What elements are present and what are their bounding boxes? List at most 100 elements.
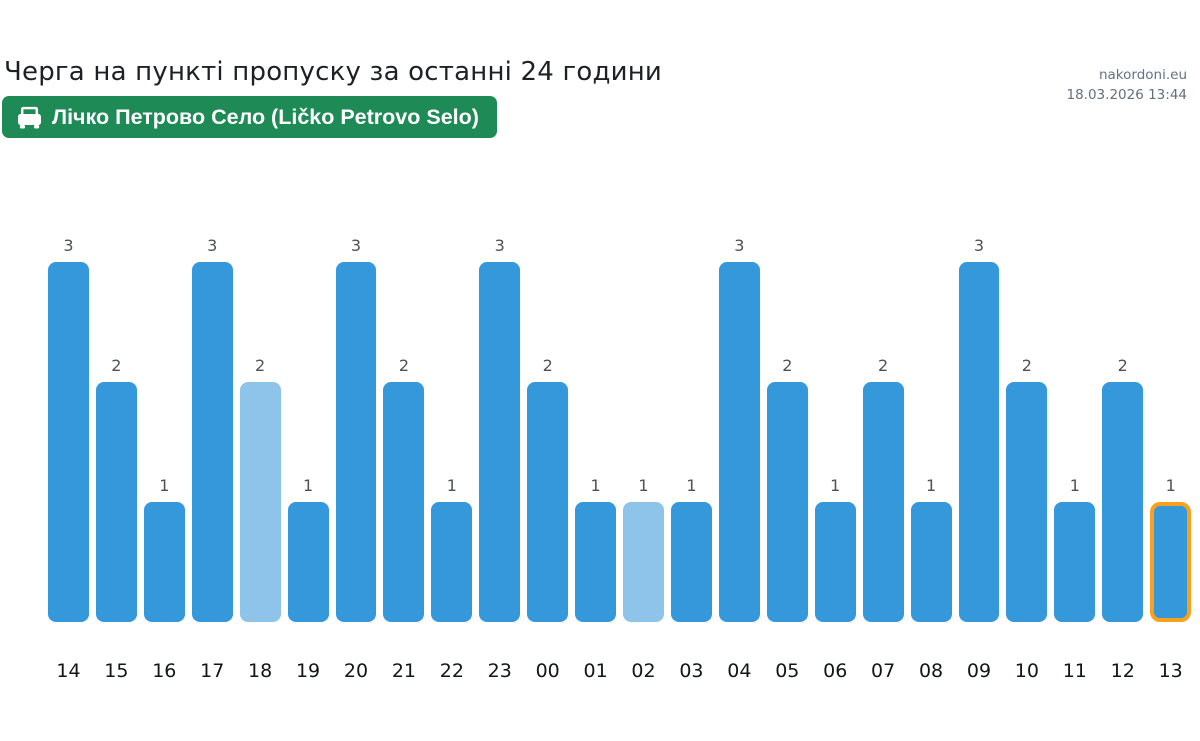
bar-column-17: 3 — [191, 236, 233, 622]
bar-column-16: 1 — [143, 476, 185, 622]
hour-label-02: 02 — [631, 660, 656, 682]
checkpoint-badge[interactable]: Лічко Петрово Село (Ličko Petrovo Selo) — [2, 96, 497, 138]
bar-17 — [191, 262, 233, 622]
bar-value-label: 2 — [111, 356, 122, 375]
bar-value-label: 3 — [207, 236, 218, 255]
bar-value-label: 3 — [350, 236, 362, 255]
bar-value-label: 2 — [255, 356, 266, 375]
bar-01 — [575, 502, 617, 622]
bar-value-label: 1 — [159, 476, 170, 495]
bar-column-08: 1 — [910, 476, 952, 622]
bar-03 — [670, 502, 712, 622]
bar-19 — [287, 502, 329, 622]
hour-label-10: 10 — [1014, 660, 1039, 682]
bar-18 — [239, 382, 281, 622]
bar-column-03: 1 — [670, 476, 712, 622]
bar-22 — [431, 502, 473, 622]
hour-label-16: 16 — [152, 660, 177, 682]
timestamp: 18.03.2026 13:44 — [1066, 86, 1188, 103]
hour-label-22: 22 — [439, 660, 464, 682]
bar-value-label: 1 — [1165, 476, 1176, 495]
bar-column-18: 2 — [239, 356, 281, 622]
hour-label-13: 13 — [1158, 660, 1183, 682]
hour-label-12: 12 — [1110, 660, 1135, 682]
bar-value-label: 2 — [398, 356, 409, 375]
bar-column-21: 2 — [383, 356, 425, 622]
bar-06 — [814, 502, 856, 622]
bar-09 — [958, 262, 1000, 622]
hour-label-17: 17 — [200, 660, 225, 682]
hour-label-06: 06 — [823, 660, 848, 682]
bar-value-label: 3 — [734, 236, 745, 255]
hour-label-01: 01 — [583, 660, 608, 682]
hour-label-04: 04 — [727, 660, 752, 682]
hour-label-05: 05 — [775, 660, 800, 682]
bar-column-02: 1 — [623, 476, 664, 622]
bar-column-10: 2 — [1006, 356, 1048, 622]
bar-column-12: 2 — [1102, 356, 1144, 622]
bar-column-07: 2 — [862, 356, 904, 622]
car-icon — [16, 104, 43, 130]
bar-value-label: 1 — [925, 476, 937, 495]
bar-15 — [95, 382, 137, 622]
bar-14 — [48, 262, 89, 622]
hour-label-11: 11 — [1062, 660, 1087, 682]
hour-label-08: 08 — [918, 660, 944, 682]
hour-label-09: 09 — [966, 660, 992, 682]
bar-value-label: 1 — [1069, 476, 1080, 495]
bar-20 — [335, 262, 377, 622]
bar-08 — [910, 502, 952, 622]
hour-label-19: 19 — [295, 660, 321, 682]
bars-area: 3 2 1 3 2 1 3 2 1 3 2 1 1 1 3 2 1 2 1 3 2 1 2 1 — [0, 236, 1200, 622]
bar-21 — [383, 382, 425, 622]
site-link[interactable]: nakordoni.eu — [1098, 67, 1187, 83]
bar-column-22: 1 — [431, 476, 473, 622]
bar-column-11: 1 — [1054, 476, 1096, 622]
bar-value-label: 2 — [782, 356, 793, 375]
hour-label-07: 07 — [871, 660, 896, 682]
bar-column-04: 3 — [718, 236, 760, 622]
bar-column-00: 2 — [527, 356, 569, 622]
bar-value-label: 2 — [542, 356, 553, 375]
site-meta: nakordoni.eu 18.03.2026 13:44 — [1067, 66, 1188, 105]
bar-column-01: 1 — [575, 476, 617, 622]
checkpoint-name: Лічко Петрово Село (Ličko Petrovo Selo) — [52, 104, 479, 129]
bar-column-14: 3 — [48, 236, 89, 622]
bar-value-label: 2 — [1021, 356, 1032, 375]
bar-23 — [479, 262, 521, 622]
bar-value-label: 3 — [63, 236, 74, 255]
bar-11 — [1054, 502, 1096, 622]
bar-16 — [143, 502, 185, 622]
current-hour-bar-13 — [1150, 502, 1192, 622]
bar-10 — [1006, 382, 1048, 622]
hour-label-15: 15 — [104, 660, 129, 682]
hour-label-21: 21 — [391, 660, 416, 682]
bar-column-05: 2 — [766, 356, 808, 622]
bar-value-label: 2 — [878, 356, 889, 375]
bar-value-label: 1 — [638, 476, 649, 495]
bar-04 — [718, 262, 760, 622]
hour-label-03: 03 — [679, 660, 704, 682]
bar-05 — [766, 382, 808, 622]
bar-column-23: 3 — [479, 236, 521, 622]
bar-02 — [623, 502, 664, 622]
bar-value-label: 1 — [686, 476, 697, 495]
bar-column-19: 1 — [287, 476, 329, 622]
hour-label-18: 18 — [248, 660, 273, 682]
bar-value-label: 1 — [302, 476, 314, 495]
hour-axis: 14 15 16 17 18 19 20 21 22 23 00 01 02 03 04 05 06 07 08 09… — [0, 660, 1200, 682]
bar-00 — [527, 382, 569, 622]
bar-column-15: 2 — [95, 356, 137, 622]
bar-07 — [862, 382, 904, 622]
bar-value-label: 3 — [973, 236, 985, 255]
bar-value-label: 1 — [590, 476, 601, 495]
hour-label-14: 14 — [56, 660, 81, 682]
hour-label-23: 23 — [487, 660, 512, 682]
bar-column-13: 1 — [1150, 476, 1192, 622]
bar-column-06: 1 — [814, 476, 856, 622]
bar-value-label: 3 — [494, 236, 505, 255]
bar-12 — [1102, 382, 1144, 622]
page-title: Черга на пункті пропуску за останні 24 г… — [4, 57, 663, 87]
hour-label-20: 20 — [343, 660, 369, 682]
